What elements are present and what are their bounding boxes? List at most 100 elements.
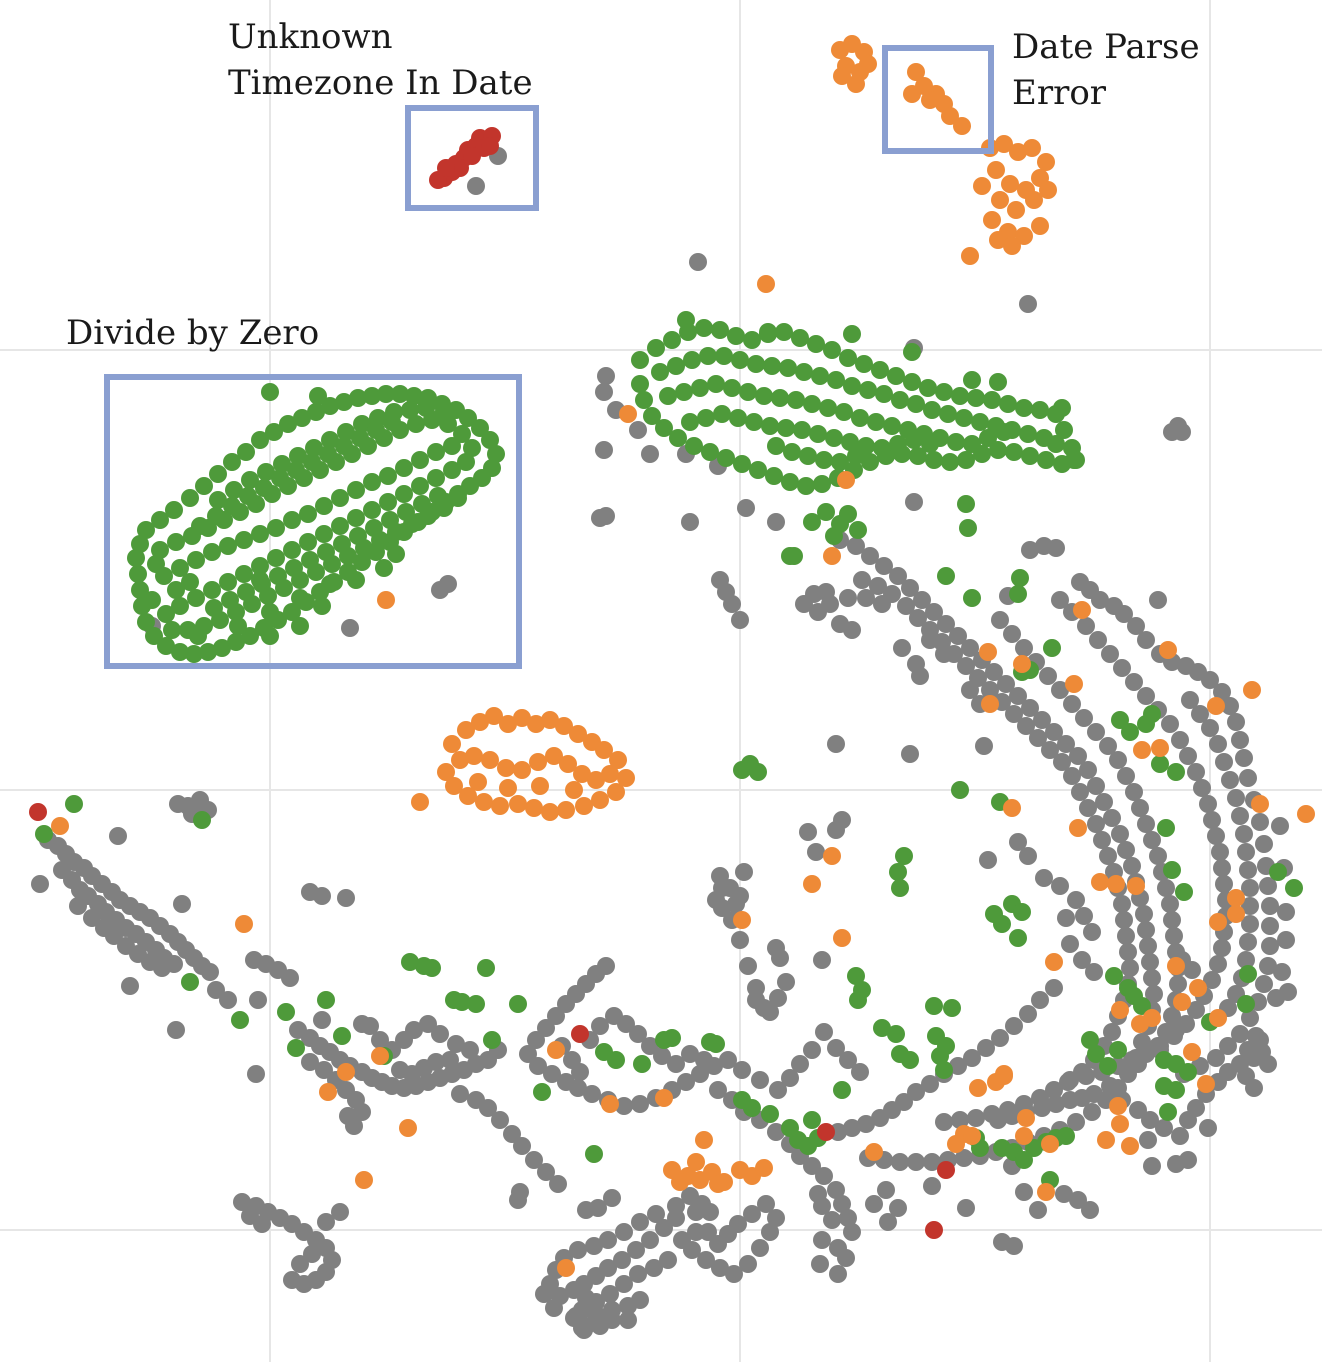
point-green-236 [941, 453, 959, 471]
point-green-58 [131, 535, 149, 553]
point-grey-80 [1009, 687, 1027, 705]
point-grey-169 [1051, 591, 1069, 609]
point-green-10 [279, 415, 297, 433]
point-grey-181 [1187, 763, 1205, 781]
point-grey-188 [1215, 875, 1233, 893]
point-green-392 [943, 999, 961, 1017]
point-grey-297 [1067, 891, 1085, 909]
point-grey-351 [755, 999, 773, 1017]
point-grey-620 [303, 1245, 321, 1263]
point-grey-192 [1213, 939, 1231, 957]
point-green-418 [1175, 883, 1193, 901]
point-green-297 [867, 413, 885, 431]
point-green-287 [707, 375, 725, 393]
point-grey-243 [1235, 825, 1253, 843]
point-green-309 [729, 409, 747, 427]
point-grey-33 [1091, 591, 1109, 609]
point-grey-455 [739, 1255, 757, 1273]
point-orange-5 [847, 75, 865, 93]
point-green-125 [251, 525, 269, 543]
point-grey-599 [479, 1099, 497, 1117]
point-grey-618 [283, 1271, 301, 1289]
point-orange-61 [459, 787, 477, 805]
point-orange-124 [963, 1127, 981, 1145]
point-grey-268 [1139, 1131, 1157, 1149]
point-green-185 [147, 555, 165, 573]
point-green-224 [1031, 401, 1049, 419]
point-grey-490 [603, 1189, 621, 1207]
point-green-152 [433, 407, 451, 425]
point-grey-91 [1117, 841, 1135, 859]
point-orange-137 [601, 1095, 619, 1113]
point-green-196 [313, 597, 331, 615]
point-grey-358 [813, 951, 831, 969]
point-green-190 [321, 575, 339, 593]
point-grey-288 [843, 621, 861, 639]
point-grey-89 [1103, 809, 1121, 827]
point-green-284 [659, 387, 677, 405]
point-grey-149 [1115, 911, 1133, 929]
point-green-15 [349, 389, 367, 407]
point-green-276 [939, 405, 957, 423]
point-grey-45 [1227, 713, 1245, 731]
point-grey-470 [601, 1285, 619, 1303]
point-grey-179 [1171, 731, 1189, 749]
point-green-353 [277, 1003, 295, 1021]
point-grey-265 [1239, 1041, 1257, 1059]
point-grey-143 [1087, 815, 1105, 833]
point-green-12 [307, 403, 325, 421]
point-grey-634 [1101, 1077, 1119, 1095]
point-orange-26 [991, 191, 1009, 209]
point-green-184 [167, 581, 185, 599]
point-grey-642 [989, 1111, 1007, 1129]
point-grey-548 [313, 887, 331, 905]
point-green-369 [607, 1051, 625, 1069]
point-green-100 [163, 621, 181, 639]
point-grey-448 [647, 1205, 665, 1223]
point-orange-95 [1111, 1115, 1129, 1133]
point-grey-325 [1069, 1191, 1087, 1209]
point-green-144 [305, 439, 323, 457]
point-orange-128 [969, 1079, 987, 1097]
point-grey-63 [1207, 1049, 1225, 1067]
point-grey-309 [977, 1039, 995, 1057]
point-grey-43 [1213, 683, 1231, 701]
point-green-75 [407, 415, 425, 433]
point-green-446 [889, 863, 907, 881]
point-green-132 [363, 473, 381, 491]
point-grey-254 [1271, 817, 1289, 835]
point-orange-109 [1107, 875, 1125, 893]
point-green-203 [695, 319, 713, 337]
point-green-254 [655, 419, 673, 437]
point-orange-123 [947, 1135, 965, 1153]
point-orange-147 [755, 1159, 773, 1177]
point-green-16 [363, 387, 381, 405]
point-orange-98 [1109, 1097, 1127, 1115]
point-grey-412 [803, 1157, 821, 1175]
point-green-328 [677, 311, 695, 329]
point-green-134 [395, 459, 413, 477]
point-grey-36 [1127, 617, 1145, 635]
point-grey-655 [1245, 1079, 1263, 1097]
point-grey-8 [629, 421, 647, 439]
point-green-155 [223, 497, 241, 515]
point-green-330 [843, 325, 861, 343]
point-green-360 [423, 959, 441, 977]
point-grey-638 [1047, 1095, 1065, 1113]
point-green-128 [299, 505, 317, 523]
point-orange-156 [1017, 1109, 1035, 1127]
point-grey-92 [1123, 857, 1141, 875]
point-green-150 [401, 401, 419, 419]
point-green-348 [65, 795, 83, 813]
point-grey-142 [1079, 799, 1097, 817]
point-green-335 [1065, 451, 1083, 469]
point-grey-326 [1081, 1201, 1099, 1219]
point-green-259 [667, 357, 685, 375]
point-red-16 [817, 1123, 835, 1141]
point-green-303 [963, 435, 981, 453]
point-green-250 [717, 449, 735, 467]
point-orange-110 [1127, 877, 1145, 895]
point-grey-139 [1053, 753, 1071, 771]
point-green-166 [205, 599, 223, 617]
point-orange-89 [1243, 681, 1261, 699]
